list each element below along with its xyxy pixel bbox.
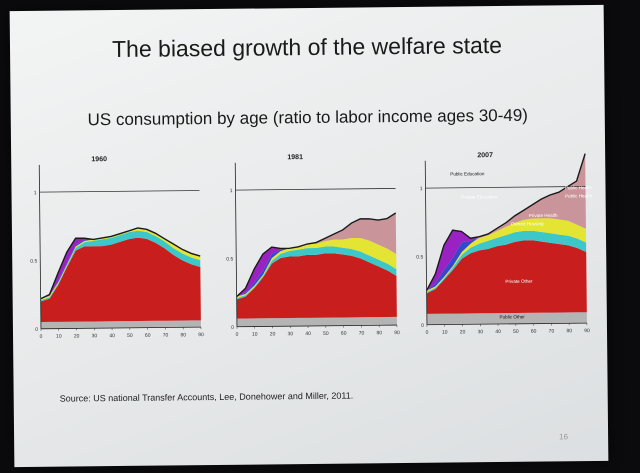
area-public-other [40,320,201,329]
y-tick-label: 0 [421,323,424,329]
x-tick-label: 0 [426,330,429,336]
source-note: Source: US national Transfer Accounts, L… [59,390,354,404]
x-tick-label: 0 [236,332,239,338]
x-tick-label: 90 [584,328,590,334]
x-tick-label: 40 [495,329,501,335]
total-outline [236,212,397,298]
panel-title: 1960 [91,156,107,163]
x-tick-label: 60 [341,331,347,337]
panel-title: 2007 [477,152,493,159]
slide-title: The biased growth of the welfare state [111,31,503,63]
x-tick-label: 10 [56,334,62,340]
area-private-education [426,153,586,291]
x-tick-label: 20 [270,331,276,337]
area-public-other [236,316,397,327]
reference-line [425,186,586,189]
area-private-other [40,237,201,323]
x-tick-label: 10 [252,332,258,338]
area-owned-housing [426,230,587,294]
x-tick-label: 40 [109,333,115,339]
y-tick-label: 1 [230,188,233,194]
x-tick-label: 80 [566,328,572,334]
x-tick-label: 90 [394,330,400,336]
y-axis [424,160,428,325]
y-axis [234,162,238,327]
x-tick-label: 0 [40,334,43,340]
reference-line [235,188,396,191]
x-tick-label: 70 [549,328,555,334]
area-annotation: Owned Housing [511,221,544,226]
total-outline [40,227,201,300]
x-axis [426,322,587,326]
area-annotation: Public Education [450,171,485,176]
x-tick-label: 70 [359,330,365,336]
area-public-education [236,212,396,297]
area-private-health [426,218,587,292]
x-tick-label: 30 [478,329,484,335]
x-tick-label: 50 [513,329,519,335]
x-tick-label: 10 [442,330,448,336]
y-tick-label: 0.5 [416,254,423,260]
y-tick-label: 0.5 [30,259,37,265]
y-tick-label: 1 [420,186,423,192]
x-tick-label: 60 [145,333,151,339]
slide: The biased growth of the welfare state U… [9,4,609,468]
total-outline [425,153,586,291]
area-annotation: Public Health [565,185,593,190]
area-private-other [236,253,397,319]
area-owned-housing [236,246,397,300]
x-tick-label: 80 [180,332,186,338]
x-axis [236,324,397,328]
x-tick-label: 30 [92,333,98,339]
x-tick-label: 20 [460,329,466,335]
reference-line [39,190,200,193]
y-tick-label: 0 [231,325,234,331]
area-annotation: Public Health [565,193,593,198]
x-axis [40,326,201,330]
x-tick-label: 60 [531,329,537,335]
slide-number: 16 [559,432,569,442]
x-tick-label: 50 [323,331,329,337]
chart-subtitle: US consumption by age (ratio to labor in… [87,105,529,130]
x-tick-label: 40 [305,331,311,337]
x-tick-label: 70 [163,332,169,338]
y-tick-label: 0 [35,327,38,333]
area-annotation: Private Other [505,279,533,284]
y-axis [38,164,42,329]
area-public-health [236,212,397,297]
panel-title: 1981 [287,154,303,161]
area-annotation: Public Other [500,314,526,319]
x-tick-label: 90 [198,332,204,338]
area-annotation: Private Health [529,213,558,218]
x-tick-label: 20 [74,333,80,339]
y-tick-label: 1 [34,190,37,196]
x-tick-label: 50 [127,333,133,339]
area-public-other [426,312,587,325]
area-private-other [426,240,587,314]
area-annotation: Private Education [461,194,498,199]
y-tick-label: 0.5 [226,256,233,262]
x-tick-label: 80 [376,330,382,336]
x-tick-label: 30 [288,331,294,337]
